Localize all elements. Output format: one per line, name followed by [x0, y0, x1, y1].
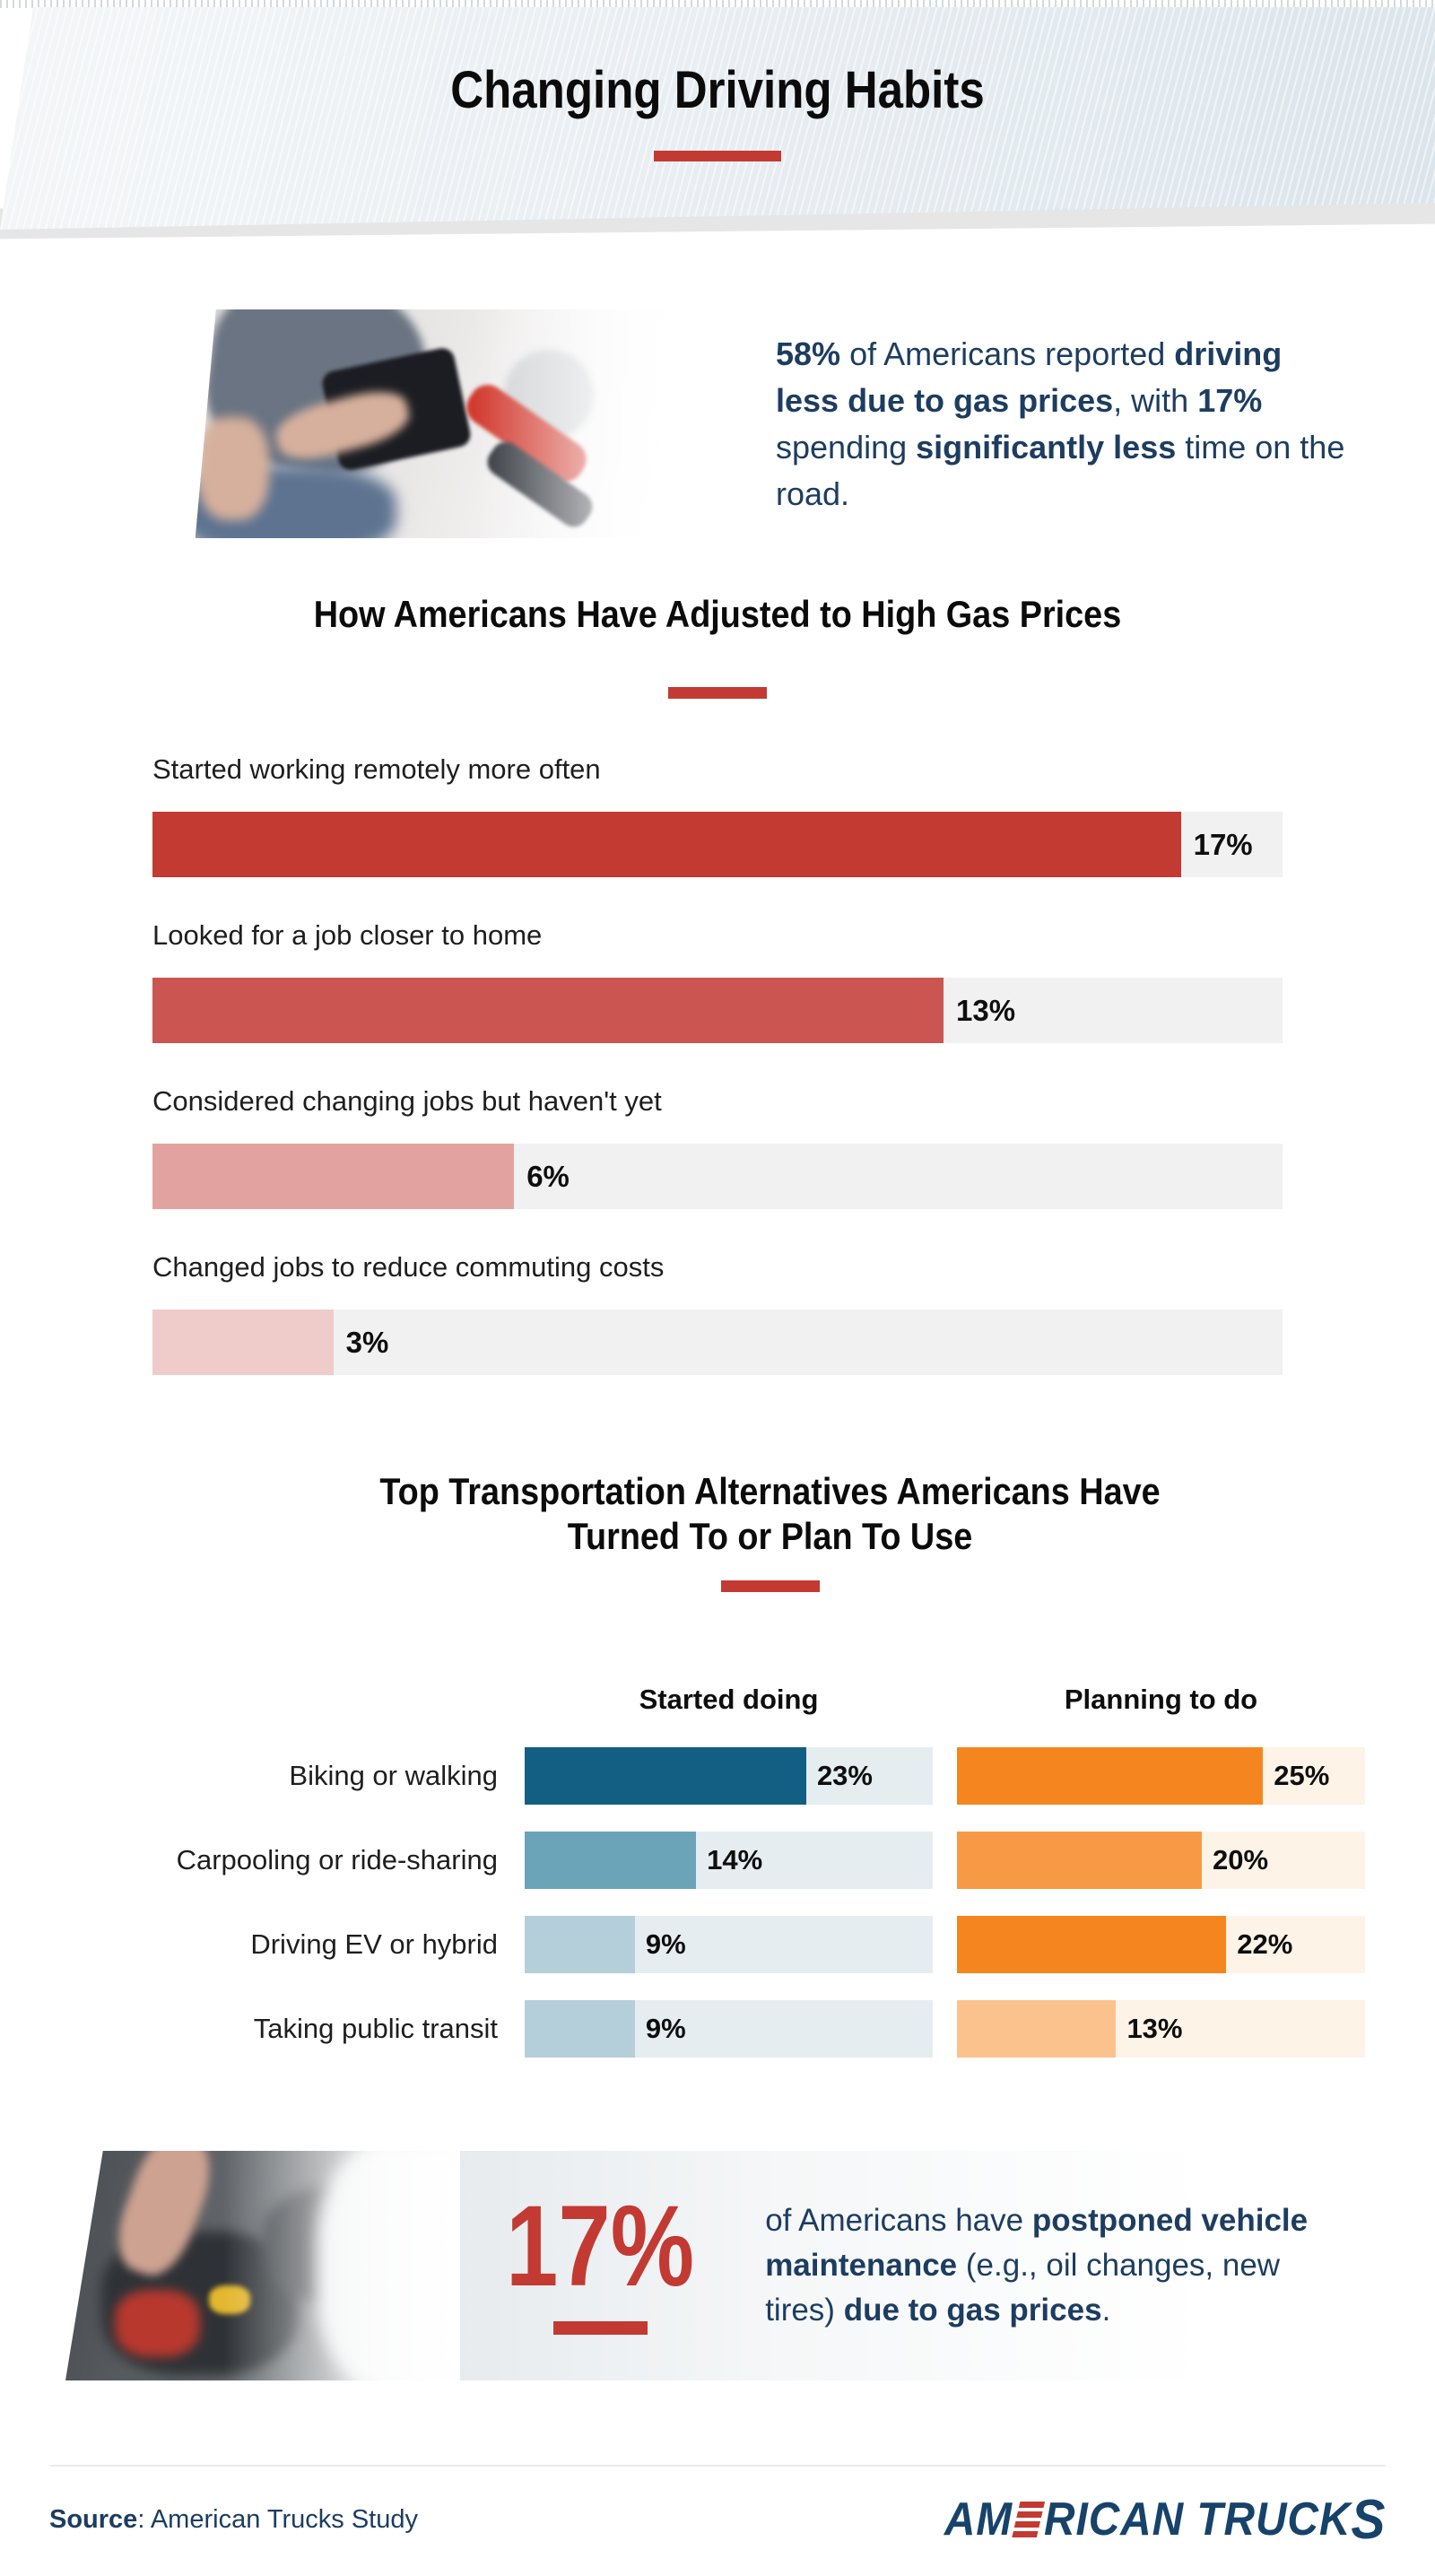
- photo-fade: [195, 309, 706, 538]
- source-label: Source: [49, 2504, 138, 2534]
- started-bar-track: 23%: [525, 1747, 933, 1805]
- section-title-adjustments: How Americans Have Adjusted to High Gas …: [313, 593, 1122, 635]
- top-ticks-decoration: [0, 0, 1435, 8]
- planning-bar-track: 25%: [957, 1747, 1365, 1805]
- started-bar-fill: [525, 1747, 806, 1805]
- header-band: Changing Driving Habits: [0, 7, 1435, 230]
- started-bar-fill: [525, 1832, 697, 1889]
- intro-stat-text: 58% of Americans reported driving less d…: [776, 335, 1345, 512]
- started-bar-track: 9%: [525, 2000, 933, 2058]
- row-label: Driving EV or hybrid: [250, 1928, 498, 1960]
- intro-stat-section: 58% of Americans reported driving less d…: [190, 309, 1347, 538]
- planning-bar-value: 22%: [1237, 1928, 1293, 1960]
- planning-bar-track: 13%: [957, 2000, 1365, 2058]
- started-bar-track: 9%: [525, 1916, 933, 1973]
- bar-track: 6%: [152, 1144, 1283, 1209]
- bar-fill: [152, 1310, 334, 1375]
- row-label: Biking or walking: [289, 1760, 498, 1791]
- bar-fill: [152, 978, 944, 1043]
- photo-fade: [65, 2151, 460, 2380]
- row-label: Taking public transit: [253, 2013, 498, 2044]
- logo-e-stripes-icon: [1011, 2502, 1045, 2537]
- section-title-alternatives-line2: Turned To or Plan To Use: [567, 1515, 973, 1557]
- planning-bar-value: 13%: [1126, 2013, 1183, 2044]
- maintenance-big-stat: 17%: [485, 2181, 715, 2335]
- bar-fill: [152, 812, 1181, 877]
- american-trucks-logo[interactable]: AM RICAN TRUCK S: [944, 2488, 1386, 2552]
- maintenance-stat-text: of Americans have postponed vehicle main…: [765, 2203, 1309, 2328]
- bar-rows: Started working remotely more often 17% …: [152, 752, 1283, 1375]
- bar-label: Looked for a job closer to home: [152, 919, 543, 951]
- title-underline: [654, 151, 781, 161]
- section-title-alternatives-line1: Top Transportation Alternatives American…: [379, 1470, 1161, 1512]
- source-text: Source: American Trucks Study: [49, 2505, 418, 2535]
- bar-label: Considered changing jobs but haven't yet: [152, 1085, 662, 1117]
- bar-label: Changed jobs to reduce commuting costs: [152, 1251, 665, 1283]
- footer: Source: American Trucks Study AM RICAN T…: [49, 2489, 1386, 2551]
- planning-bar-track: 20%: [957, 1832, 1365, 1889]
- planning-bar-fill: [957, 1747, 1264, 1805]
- bar-value-label: 3%: [345, 1325, 389, 1359]
- started-bar-value: 9%: [645, 1928, 686, 1960]
- started-bar-fill: [525, 2000, 635, 2058]
- section-underline: [720, 1580, 820, 1592]
- grouped-bar-row: Biking or walking 23% 25%: [152, 1747, 1387, 1805]
- grouped-bar-row: Taking public transit 9% 13%: [152, 2000, 1387, 2058]
- bar-row: Considered changing jobs but haven't yet…: [152, 1083, 1283, 1209]
- planning-bar-fill: [957, 1916, 1227, 1973]
- source-value: : American Trucks Study: [137, 2504, 418, 2534]
- logo-text-am: AM: [944, 2493, 1013, 2546]
- footer-divider: [49, 2465, 1386, 2467]
- column-header-planning: Planning to do: [1064, 1684, 1258, 1715]
- bar-track: 13%: [152, 978, 1283, 1043]
- chart-transportation-alternatives: Top Transportation Alternatives American…: [152, 1453, 1387, 2058]
- chart-gas-price-adjustments: How Americans Have Adjusted to High Gas …: [152, 592, 1283, 1375]
- gas-pump-photo: [195, 309, 706, 538]
- started-bar-value: 23%: [816, 1760, 873, 1791]
- planning-bar-fill: [957, 1832, 1202, 1889]
- planning-bar-value: 25%: [1274, 1760, 1330, 1791]
- started-bar-track: 14%: [525, 1832, 933, 1889]
- bar-track: 17%: [152, 812, 1283, 877]
- big-stat-underline: [552, 2320, 648, 2335]
- bar-row: Started working remotely more often 17%: [152, 752, 1283, 877]
- logo-text-rican-truck: RICAN TRUCK: [1043, 2493, 1352, 2546]
- bar-value-label: 6%: [526, 1159, 570, 1193]
- big-stat-value: 17%: [506, 2181, 695, 2311]
- planning-bar-value: 20%: [1213, 1844, 1269, 1875]
- page-title: Changing Driving Habits: [450, 61, 985, 119]
- grouped-bar-row: Carpooling or ride-sharing 14% 20%: [152, 1832, 1387, 1889]
- logo-text-s: S: [1351, 2488, 1386, 2551]
- bar-value-label: 13%: [956, 993, 1016, 1027]
- mechanic-photo: [65, 2151, 460, 2380]
- planning-bar-track: 22%: [957, 1916, 1365, 1973]
- grouped-bar-row: Driving EV or hybrid 9% 22%: [152, 1916, 1387, 1973]
- column-headers: Started doing Planning to do: [152, 1684, 1387, 1716]
- column-header-started: Started doing: [639, 1684, 819, 1715]
- bar-value-label: 17%: [1193, 827, 1253, 861]
- section-underline: [668, 687, 767, 699]
- bar-fill: [152, 1144, 515, 1209]
- maintenance-stat-section: 17% of Americans have postponed vehicle …: [65, 2151, 1362, 2380]
- bar-row: Changed jobs to reduce commuting costs 3…: [152, 1249, 1283, 1375]
- bar-row: Looked for a job closer to home 13%: [152, 918, 1283, 1043]
- row-label: Carpooling or ride-sharing: [176, 1844, 498, 1875]
- started-bar-value: 9%: [645, 2013, 686, 2044]
- started-bar-fill: [525, 1916, 635, 1973]
- bar-track: 3%: [152, 1310, 1283, 1375]
- bar-label: Started working remotely more often: [152, 753, 601, 785]
- started-bar-value: 14%: [707, 1844, 763, 1875]
- planning-bar-fill: [957, 2000, 1117, 2058]
